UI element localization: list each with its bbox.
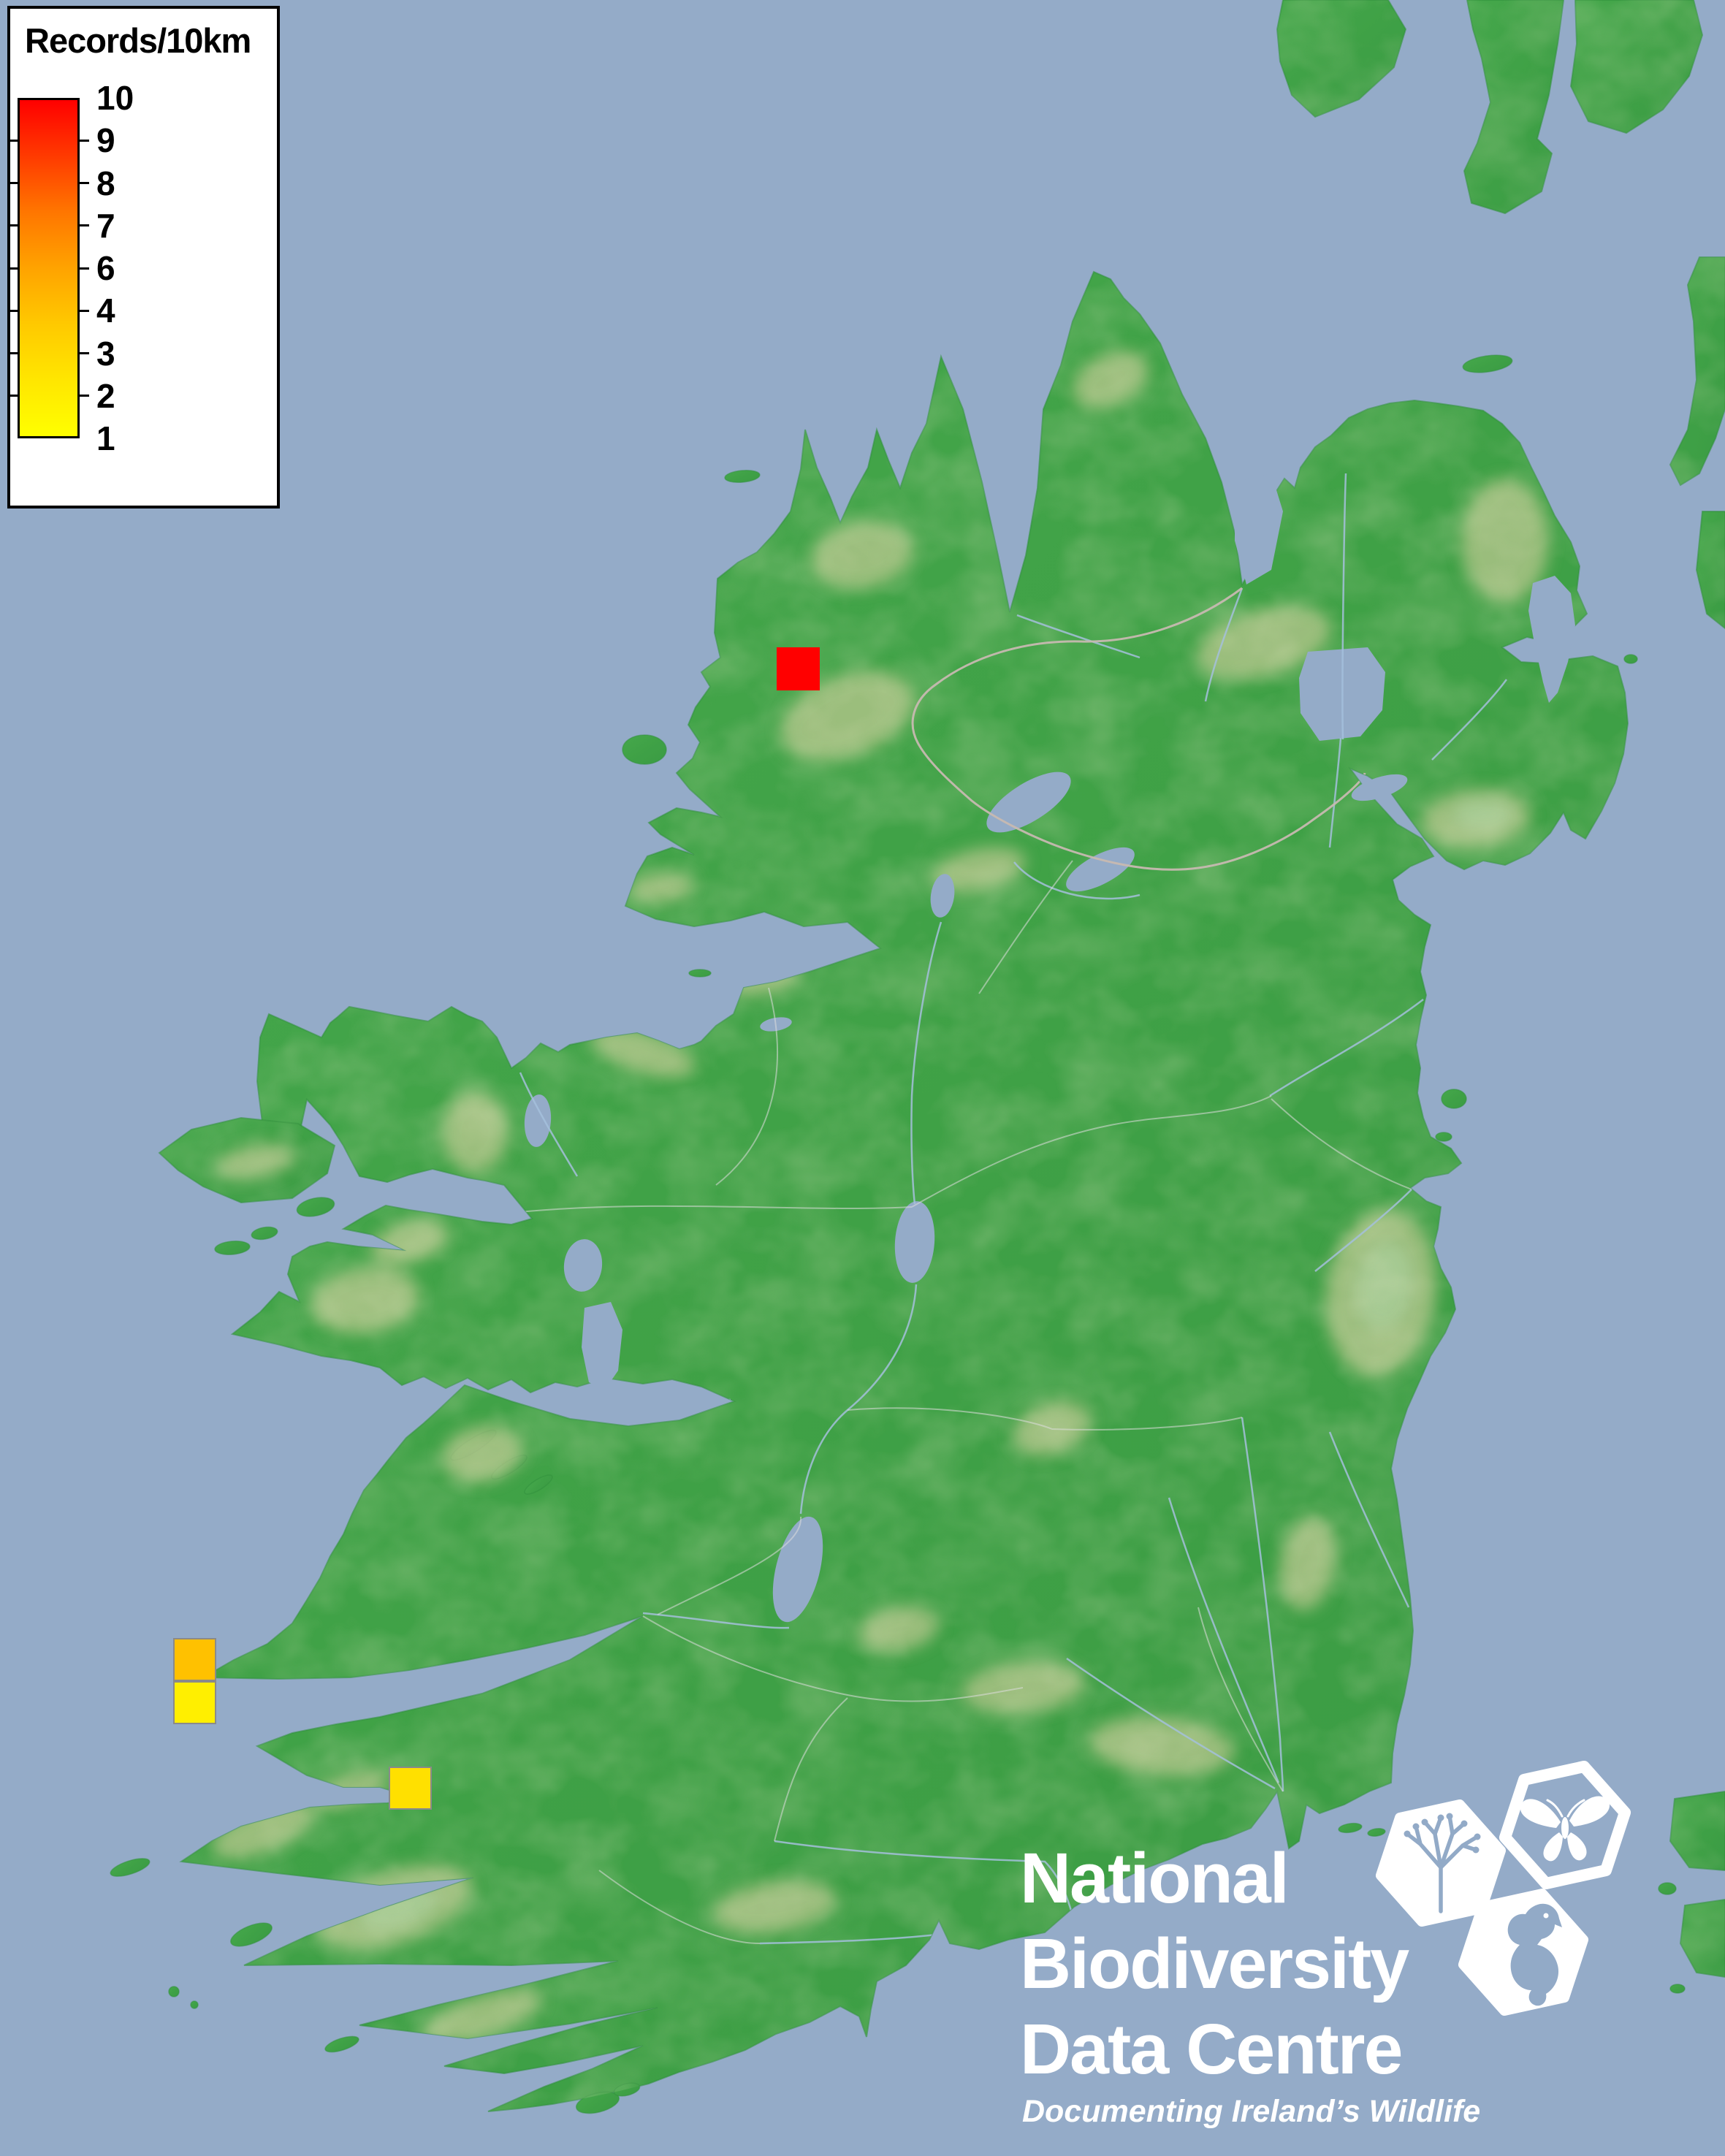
- square-kerry-north: [173, 1638, 216, 1681]
- logo-hexagon-cluster: [1376, 1761, 1631, 2016]
- carlingford-lough: [1351, 774, 1408, 801]
- seahorse-hexagon-icon: [1458, 1889, 1588, 2016]
- legend-tick-left: [8, 309, 18, 312]
- legend-tick-left: [8, 267, 18, 270]
- legend-tick-left: [8, 182, 18, 184]
- legend-tick-right: [80, 352, 89, 354]
- logo-line-1: National: [1020, 1838, 1290, 1918]
- legend-tick-right: [80, 309, 89, 312]
- square-west-cork: [389, 1767, 432, 1810]
- legend-label-1: 1: [96, 419, 115, 457]
- lough-mask: [563, 1239, 603, 1292]
- legend-tick-right: [80, 224, 89, 227]
- tree-hexagon-icon: [1376, 1799, 1506, 1927]
- legend-tick-right: [80, 395, 89, 397]
- square-kerry-south: [173, 1681, 216, 1724]
- legend-label-10: 10: [96, 79, 134, 117]
- lough-conn: [524, 1094, 552, 1147]
- lough-ree: [894, 1201, 935, 1283]
- legend-label-2: 2: [96, 376, 115, 415]
- lough-foyle: [1235, 473, 1283, 584]
- legend-tick-left: [8, 395, 18, 397]
- logo-line-3: Data Centre: [1020, 2009, 1403, 2089]
- legend-label-6: 6: [96, 249, 115, 287]
- legend-tick-left: [8, 139, 18, 142]
- legend-tick-left: [8, 224, 18, 227]
- lower-lough-erne: [986, 772, 1071, 833]
- lough-allen: [930, 874, 955, 918]
- legend-title: Records/10km: [25, 21, 251, 60]
- county-boundaries: [511, 860, 1412, 1944]
- logo-line-2: Biodiversity: [1020, 1924, 1409, 2003]
- legend-label-7: 7: [96, 206, 115, 245]
- square-donegal: [777, 647, 820, 690]
- legend-tick-left: [8, 352, 18, 354]
- upper-lough-erne: [1066, 847, 1135, 892]
- lakes: [524, 473, 1575, 1623]
- legend-colorbar: [18, 98, 80, 438]
- logo-tagline: Documenting Ireland’s Wildlife: [1022, 2094, 1481, 2129]
- legend-label-9: 9: [96, 121, 115, 160]
- legend-tick-right: [80, 267, 89, 270]
- butterfly-hexagon-icon: [1499, 1761, 1631, 1889]
- strangford-lough: [1528, 576, 1575, 703]
- legend-label-3: 3: [96, 334, 115, 373]
- legend-label-4: 4: [96, 292, 115, 330]
- legend-box: Records/10km 10 9 8 7 6 4 3 2 1: [7, 6, 280, 508]
- lough-derg: [772, 1516, 823, 1623]
- logo-text-block: National Biodiversity Data Centre: [1020, 1835, 1409, 2092]
- lough-corrib: [582, 1302, 622, 1390]
- rivers: [519, 473, 1508, 1945]
- legend-tick-right: [80, 139, 89, 142]
- legend-label-8: 8: [96, 164, 115, 202]
- legend-tick-right: [80, 182, 89, 184]
- ni-border: [911, 587, 1366, 871]
